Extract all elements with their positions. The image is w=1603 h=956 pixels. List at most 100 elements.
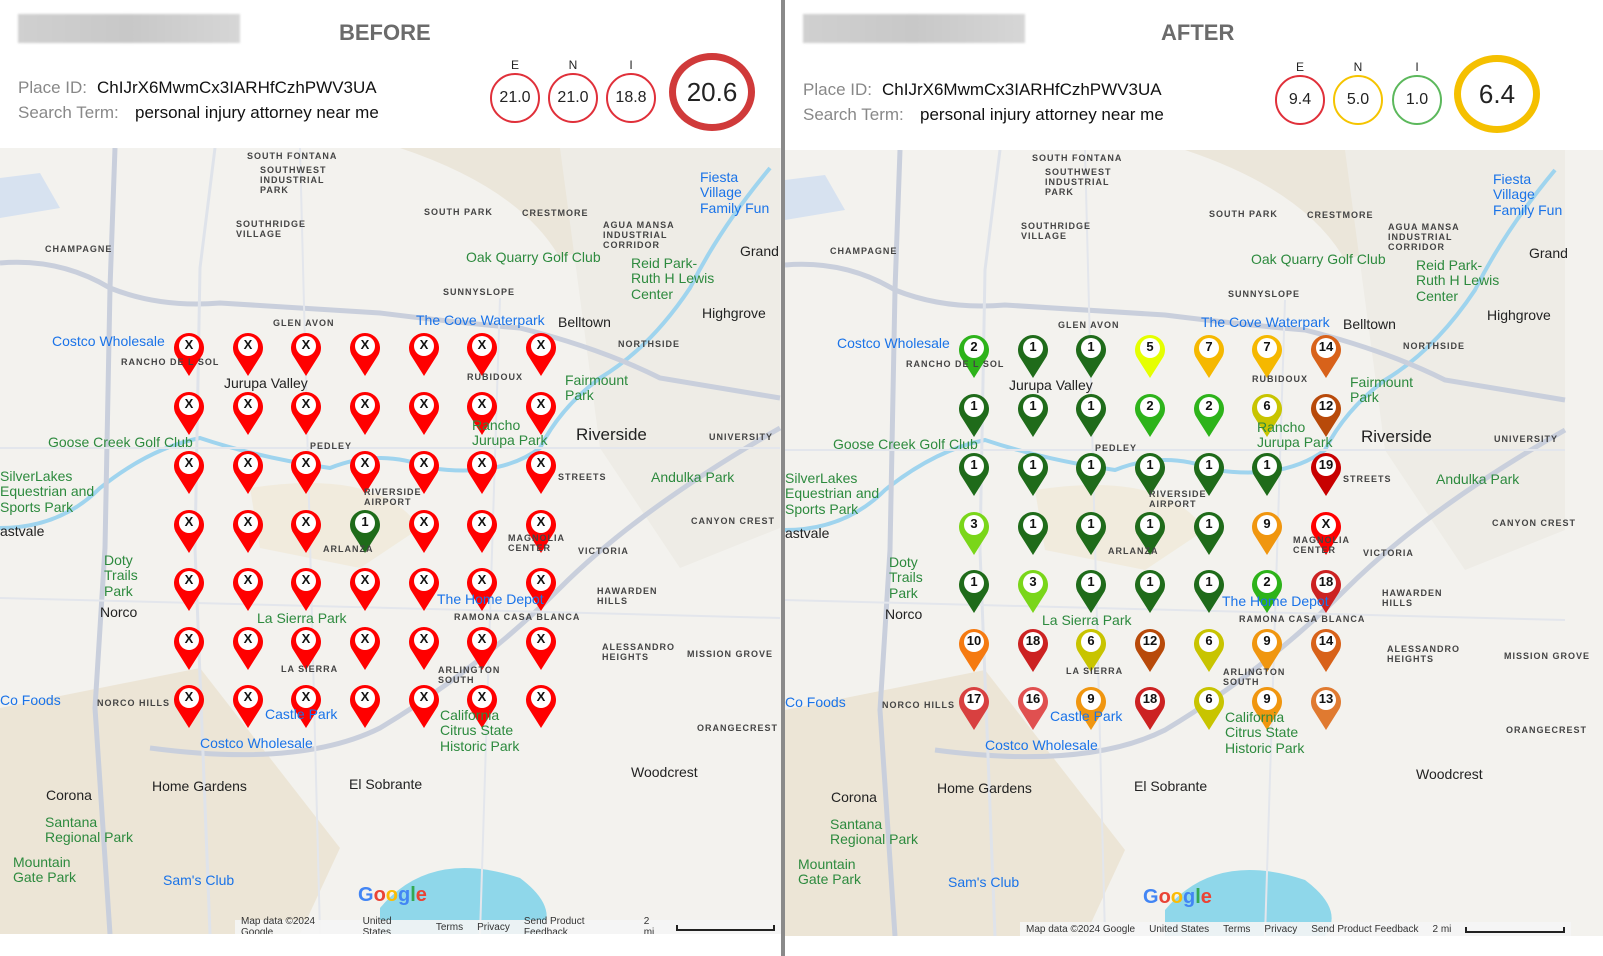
map-label[interactable]: Co Foods: [785, 694, 846, 710]
map-label[interactable]: Andulka Park: [651, 469, 735, 485]
rank-pin[interactable]: X: [232, 566, 264, 612]
rank-pin[interactable]: 6: [1193, 685, 1225, 731]
rank-pin[interactable]: X: [408, 390, 440, 436]
map-label[interactable]: Costco Wholesale: [200, 735, 313, 751]
rank-pin[interactable]: X: [173, 508, 205, 554]
rank-pin[interactable]: X: [173, 390, 205, 436]
rank-pin[interactable]: 12: [1310, 392, 1342, 438]
map-label[interactable]: Fiesta Village Family Fun: [1493, 171, 1563, 218]
rank-pin[interactable]: X: [290, 625, 322, 671]
map-label[interactable]: La Sierra Park: [257, 610, 347, 626]
map-label[interactable]: SilverLakes Equestrian and Sports Park: [785, 470, 880, 517]
map-label[interactable]: Oak Quarry Golf Club: [1251, 251, 1386, 267]
rank-pin[interactable]: X: [232, 331, 264, 377]
rank-pin[interactable]: 2: [1134, 392, 1166, 438]
rank-pin[interactable]: 1: [1017, 451, 1049, 497]
rank-pin[interactable]: X: [466, 566, 498, 612]
map-label[interactable]: Sam's Club: [163, 872, 235, 888]
rank-pin[interactable]: X: [290, 449, 322, 495]
map-label[interactable]: Rancho Jurupa Park: [472, 417, 548, 449]
rank-pin[interactable]: 1: [1017, 392, 1049, 438]
map-label[interactable]: California Citrus State Historic Park: [440, 707, 520, 754]
rank-pin[interactable]: 1: [958, 392, 990, 438]
rank-pin[interactable]: 1: [958, 451, 990, 497]
rank-pin[interactable]: 2: [958, 333, 990, 379]
rank-pin[interactable]: X: [173, 566, 205, 612]
rank-pin[interactable]: X: [466, 390, 498, 436]
rank-pin[interactable]: 1: [1075, 392, 1107, 438]
map-label[interactable]: Sam's Club: [948, 874, 1020, 890]
map-label[interactable]: Goose Creek Golf Club: [833, 436, 978, 452]
rank-pin[interactable]: X: [173, 331, 205, 377]
rank-pin[interactable]: 5: [1134, 333, 1166, 379]
map-label[interactable]: The Home Depot: [1222, 593, 1329, 609]
map-label[interactable]: SilverLakes Equestrian and Sports Park: [0, 468, 95, 515]
map-label[interactable]: Co Foods: [0, 692, 61, 708]
footer-terms[interactable]: Terms: [1223, 923, 1251, 935]
rank-pin[interactable]: X: [408, 449, 440, 495]
map-label[interactable]: Costco Wholesale: [985, 737, 1098, 753]
rank-pin[interactable]: 1: [349, 508, 381, 554]
map-label[interactable]: Reid Park-Ruth H Lewis Center: [1416, 257, 1500, 304]
rank-pin[interactable]: 1: [1193, 568, 1225, 614]
footer-terms[interactable]: Terms: [435, 921, 464, 933]
rank-pin[interactable]: 6: [1193, 627, 1225, 673]
footer-privacy[interactable]: Privacy: [1264, 923, 1298, 935]
rank-pin[interactable]: X: [408, 683, 440, 729]
map-label[interactable]: La Sierra Park: [1042, 612, 1132, 628]
rank-pin[interactable]: 1: [1193, 451, 1225, 497]
rank-pin[interactable]: X: [290, 331, 322, 377]
map-label[interactable]: Reid Park-Ruth H Lewis Center: [631, 255, 715, 302]
footer-privacy[interactable]: Privacy: [477, 921, 510, 933]
rank-pin[interactable]: 13: [1310, 685, 1342, 731]
rank-pin[interactable]: 16: [1017, 685, 1049, 731]
map-label[interactable]: Mountain Gate Park: [798, 856, 862, 888]
rank-pin[interactable]: X: [525, 566, 557, 612]
rank-pin[interactable]: X: [232, 625, 264, 671]
rank-pin[interactable]: X: [232, 683, 264, 729]
rank-pin[interactable]: 18: [1017, 627, 1049, 673]
rank-pin[interactable]: X: [525, 331, 557, 377]
map-label[interactable]: California Citrus State Historic Park: [1225, 709, 1305, 756]
rank-pin[interactable]: 19: [1310, 451, 1342, 497]
rank-pin[interactable]: X: [525, 390, 557, 436]
rank-pin[interactable]: 14: [1310, 333, 1342, 379]
rank-pin[interactable]: 1: [1075, 451, 1107, 497]
map-label[interactable]: Andulka Park: [1436, 471, 1520, 487]
map-label[interactable]: Fairmount Park: [565, 372, 629, 404]
rank-pin[interactable]: X: [525, 683, 557, 729]
rank-pin[interactable]: X: [349, 449, 381, 495]
map-label[interactable]: Fairmount Park: [1350, 374, 1414, 406]
rank-pin[interactable]: X: [1310, 510, 1342, 556]
rank-pin[interactable]: 2: [1251, 568, 1283, 614]
map-label[interactable]: Costco Wholesale: [837, 335, 950, 351]
rank-pin[interactable]: X: [466, 449, 498, 495]
rank-pin[interactable]: X: [349, 566, 381, 612]
rank-pin[interactable]: X: [466, 683, 498, 729]
rank-pin[interactable]: 6: [1251, 392, 1283, 438]
rank-pin[interactable]: X: [290, 508, 322, 554]
rank-pin[interactable]: 18: [1134, 685, 1166, 731]
rank-pin[interactable]: X: [408, 508, 440, 554]
rank-pin[interactable]: X: [173, 449, 205, 495]
rank-pin[interactable]: 3: [1017, 568, 1049, 614]
rank-pin[interactable]: X: [290, 390, 322, 436]
rank-pin[interactable]: X: [232, 390, 264, 436]
rank-pin[interactable]: 3: [958, 510, 990, 556]
rank-pin[interactable]: 1: [1134, 568, 1166, 614]
map-view[interactable]: 2 1 1 5 7 7 14 1 1 1 2 2 6 12 1 1 1 1 1 1 19 3 1 1 1 1 9 X 1 3 1 1 1 2 18 1…: [785, 150, 1603, 936]
rank-pin[interactable]: 2: [1193, 392, 1225, 438]
rank-pin[interactable]: 1: [1134, 451, 1166, 497]
rank-pin[interactable]: X: [349, 625, 381, 671]
map-label[interactable]: Doty Trails Park: [889, 554, 923, 601]
map-label[interactable]: Oak Quarry Golf Club: [466, 249, 601, 265]
rank-pin[interactable]: X: [290, 566, 322, 612]
rank-pin[interactable]: X: [525, 625, 557, 671]
rank-pin[interactable]: 9: [1251, 685, 1283, 731]
rank-pin[interactable]: X: [466, 625, 498, 671]
rank-pin[interactable]: 1: [1134, 510, 1166, 556]
rank-pin[interactable]: X: [525, 508, 557, 554]
rank-pin[interactable]: X: [525, 449, 557, 495]
footer-country[interactable]: United States: [362, 916, 392, 934]
map-label[interactable]: Fiesta Village Family Fun: [700, 169, 770, 216]
